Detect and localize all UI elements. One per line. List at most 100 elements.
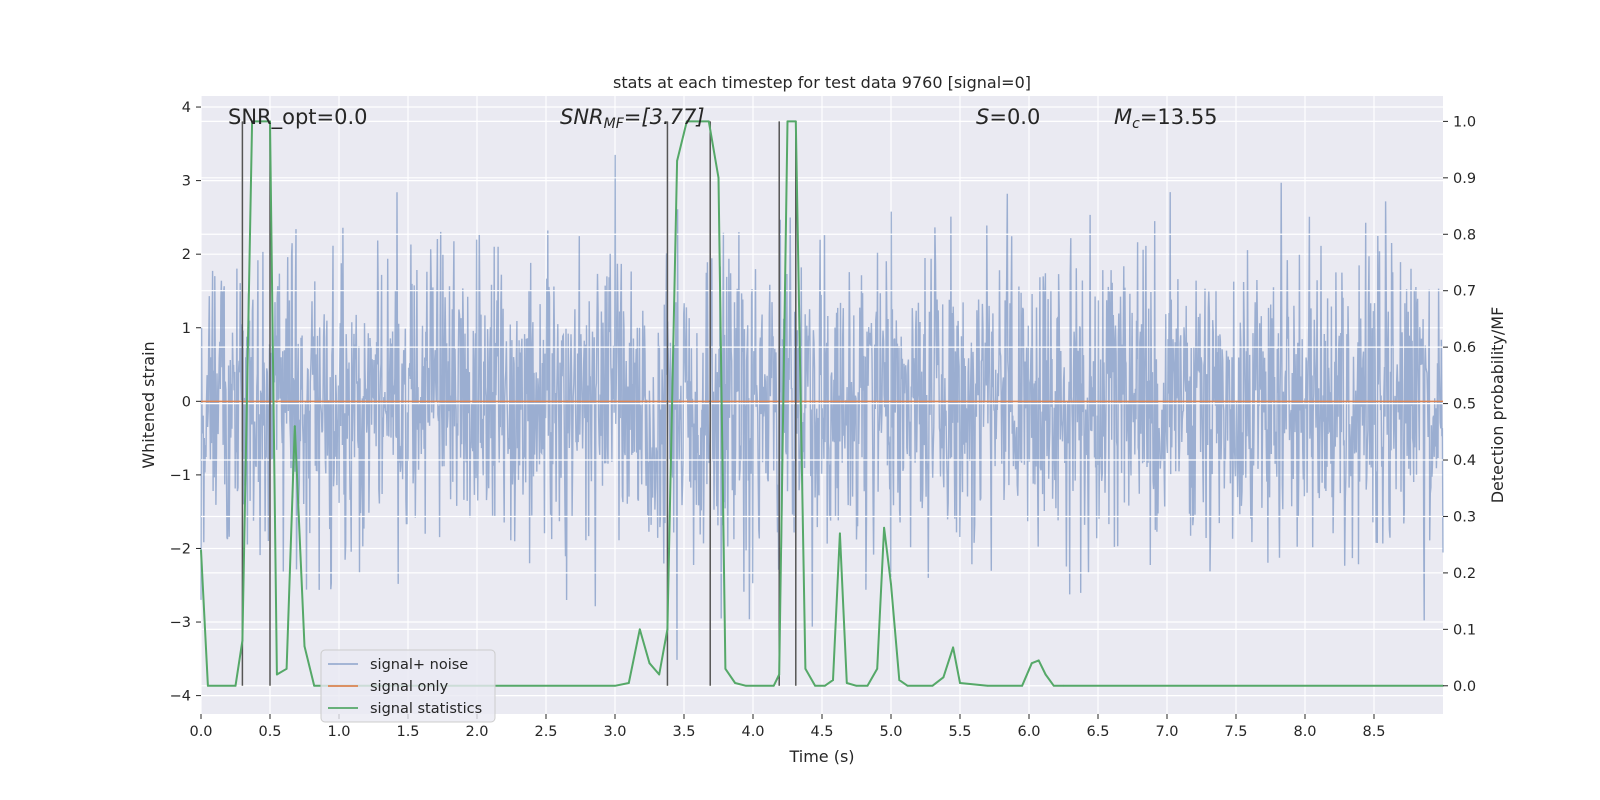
y-left-tick-label: 4 [182, 100, 191, 116]
statistics-point [1062, 684, 1065, 687]
statistics-point [614, 684, 616, 687]
statistics-point [883, 526, 885, 529]
y-right-tick-label: 1.0 [1453, 114, 1476, 130]
statistics-point [890, 583, 892, 586]
y-left-axis-ticks: 4 3 2 1 0 −1 −2 −3 −4 [170, 100, 201, 705]
statistics-point [786, 120, 789, 123]
statistics-point [293, 425, 296, 428]
statistics-point [685, 120, 688, 123]
annotation-mc-sub: c [1132, 116, 1140, 132]
annotation-snr-mf-value: =[3.77] [624, 105, 705, 129]
statistics-point [898, 679, 901, 682]
statistics-point [707, 120, 710, 123]
x-tick-label: 7.0 [1155, 724, 1178, 740]
statistics-point [269, 120, 271, 123]
statistics-point [234, 684, 237, 687]
statistics-point [931, 684, 934, 687]
statistics-point [734, 682, 736, 684]
x-axis-label: Time (s) [788, 747, 854, 766]
statistics-point [241, 639, 244, 642]
statistics-point [717, 176, 720, 179]
x-tick-label: 2.0 [465, 724, 488, 740]
annotation-mc-value: =13.55 [1140, 105, 1218, 129]
x-tick-label: 1.5 [396, 724, 419, 740]
statistics-point [823, 684, 826, 687]
y-right-tick-label: 0.3 [1453, 509, 1476, 525]
x-tick-label: 6.0 [1017, 724, 1040, 740]
y-right-tick-label: 0.7 [1453, 284, 1476, 300]
x-tick-label: 3.0 [603, 724, 626, 740]
statistics-point [855, 684, 858, 687]
x-tick-label: 7.5 [1224, 724, 1247, 740]
legend: signal+ noise signal only signal statist… [320, 649, 496, 723]
annotation-s-value: =0.0 [989, 105, 1040, 129]
x-tick-label: 0.5 [258, 724, 281, 740]
y-left-tick-label: −2 [170, 541, 191, 557]
statistics-point [832, 679, 834, 682]
x-tick-label: 8.0 [1293, 724, 1316, 740]
statistics-point [1030, 662, 1033, 665]
y-left-tick-label: 0 [182, 394, 191, 410]
y-right-tick-label: 0.5 [1453, 397, 1476, 413]
y-left-tick-label: −4 [170, 689, 191, 705]
statistics-point [906, 684, 909, 687]
series-signal-statistics [200, 120, 1444, 687]
statistics-point [959, 682, 961, 684]
statistics-point [952, 646, 954, 649]
statistics-point [794, 120, 797, 123]
x-tick-label: 4.5 [810, 724, 833, 740]
x-tick-label: 5.0 [879, 724, 902, 740]
x-tick-label: 3.5 [672, 724, 695, 740]
annotation-s: S=0.0 [976, 105, 1040, 129]
statistics-point [276, 673, 278, 676]
statistics-point [845, 682, 848, 684]
annotation-snr-mf-main: SNR [560, 105, 604, 129]
y-right-axis-ticks: 1.0 0.9 0.8 0.7 0.6 0.5 0.4 0.3 0.2 0.1 0.0 [1443, 114, 1476, 695]
statistics-point [745, 684, 747, 687]
y-left-tick-label: −3 [170, 615, 191, 631]
statistics-point [207, 684, 209, 687]
statistics-point [696, 120, 699, 123]
annotation-mc: Mc=13.55 [1114, 105, 1218, 132]
x-tick-label: 2.5 [534, 724, 557, 740]
y-right-tick-label: 0.9 [1453, 171, 1476, 187]
x-axis-ticks: 0.0 0.5 1.0 1.5 2.0 2.5 3.0 3.5 4.0 4.5 5.0 5.5 6.0 6… [189, 714, 1386, 740]
y-right-tick-label: 0.4 [1453, 453, 1476, 469]
x-tick-label: 0.0 [189, 724, 212, 740]
x-tick-label: 4.0 [741, 724, 764, 740]
statistics-point [658, 673, 661, 676]
x-tick-label: 6.5 [1086, 724, 1109, 740]
chart-title: stats at each timestep for test data 976… [613, 73, 1031, 92]
statistics-point [1021, 684, 1023, 687]
x-tick-label: 8.5 [1362, 724, 1385, 740]
y-left-tick-label: 1 [182, 321, 191, 337]
y-right-tick-label: 0.8 [1453, 227, 1476, 243]
y-right-tick-label: 0.2 [1453, 566, 1476, 582]
statistics-point [1037, 659, 1040, 662]
statistics-point [648, 662, 651, 665]
statistics-point [313, 684, 316, 687]
statistics-point [285, 667, 288, 670]
statistics-point [986, 684, 989, 687]
statistics-point [251, 120, 253, 123]
statistics-point [200, 549, 202, 552]
y-right-axis-label: Detection probability/MF [1488, 307, 1507, 504]
y-left-tick-label: 3 [182, 174, 191, 190]
annotation-snr-mf-sub: MF [604, 116, 625, 132]
annotation-snr-opt: SNR_opt=0.0 [228, 105, 368, 130]
statistics-point [866, 684, 869, 687]
statistics-trace [200, 120, 1443, 687]
statistics-point [772, 684, 775, 687]
y-left-tick-label: −1 [170, 468, 191, 484]
statistics-point [839, 532, 841, 535]
statistics-point [942, 676, 945, 679]
statistics-point [638, 628, 641, 631]
statistics-point [778, 673, 781, 676]
statistics-point [627, 682, 630, 684]
annotation-mc-main: M [1114, 105, 1132, 129]
legend-label-signal-plus-noise: signal+ noise [370, 657, 468, 673]
noise-trace [200, 154, 1444, 660]
x-tick-label: 5.5 [948, 724, 971, 740]
statistics-point [1052, 684, 1055, 687]
